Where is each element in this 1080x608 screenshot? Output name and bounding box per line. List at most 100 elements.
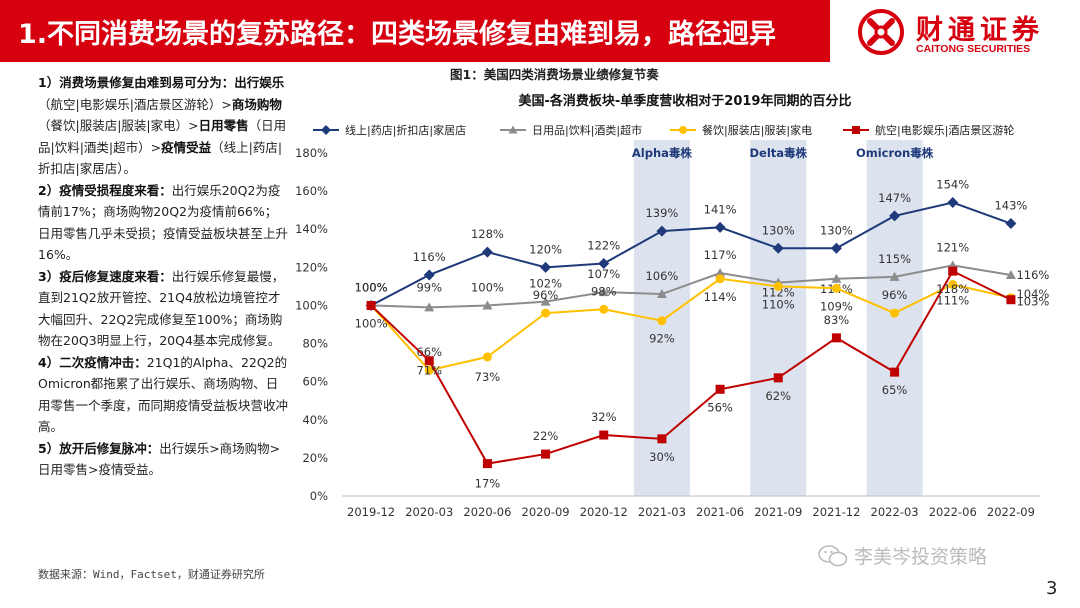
series-3-point-7 xyxy=(773,373,783,383)
series-0-point-4 xyxy=(598,258,610,270)
series-3-data-label-0: 100% xyxy=(355,280,388,294)
legend-marker-3 xyxy=(852,126,860,134)
series-1-point-9 xyxy=(889,271,900,281)
x-tick-label: 2020-03 xyxy=(405,505,453,519)
series-3-data-label-4: 32% xyxy=(591,410,617,424)
page-number: 3 xyxy=(1046,578,1058,599)
series-0-point-7 xyxy=(772,242,784,254)
series-0-data-label-5: 139% xyxy=(645,206,678,220)
chart-title: 美国-各消费板块-单季度营收相对于2019年同期的百分比 xyxy=(519,93,852,109)
series-1-point-3 xyxy=(540,296,551,306)
y-tick-label: 20% xyxy=(302,451,328,465)
data-source-note: 数据来源：Wind，Factset，财通证券研究所 xyxy=(38,568,265,581)
series-2-point-10 xyxy=(948,279,958,289)
logo-chinese-name: 财通证券 xyxy=(916,15,1044,46)
point-1-b: 商场购物 xyxy=(231,96,282,112)
brand-logo: 财通证券 CAITONG SECURITIES xyxy=(830,0,1080,62)
series-3-data-label-10: 118% xyxy=(936,282,969,296)
x-tick-label: 2021-09 xyxy=(754,505,802,519)
series-3-point-0 xyxy=(366,300,376,310)
point-3: 3）疫后修复速度来看：出行娱乐修复最慢，直到21Q2放开管控、21Q4放松边境管… xyxy=(38,266,288,352)
series-0-data-label-1: 116% xyxy=(413,250,446,264)
series-0-point-6 xyxy=(714,221,726,233)
series-3-data-label-11: 103% xyxy=(1016,295,1049,309)
point-5: 5）放开后修复脉冲：出行娱乐>商场购物>日用零售>疫情受益。 xyxy=(38,438,288,481)
shade-region-1 xyxy=(750,140,807,496)
series-1-data-label-10: 121% xyxy=(936,240,969,254)
legend-label-0: 线上|药店|折扣店|家居店 xyxy=(345,123,466,137)
point-1-e: （日用品|饮料|酒类|超市）> xyxy=(38,118,287,155)
point-2-head: 2）疫情受损程度来看： xyxy=(38,182,172,198)
shade-label-0: Alpha毒株 xyxy=(632,146,693,160)
y-tick-label: 0% xyxy=(310,489,328,503)
series-2-point-9 xyxy=(890,308,900,318)
series-3-data-label-9: 65% xyxy=(882,383,908,397)
point-1: 1）消费场景修复由难到易可分为：出行娱乐 （航空|电影娱乐|酒店景区游轮）>商场购… xyxy=(38,72,288,180)
series-0-point-10 xyxy=(947,197,959,209)
y-tick-label: 120% xyxy=(295,260,328,274)
series-0-data-label-0: 100% xyxy=(355,280,388,294)
series-2-point-2 xyxy=(482,352,492,362)
series-0-data-label-9: 147% xyxy=(878,191,911,205)
point-4-head: 4）二次疫情冲击： xyxy=(38,354,147,370)
series-3-point-8 xyxy=(831,333,841,343)
series-0-data-label-7: 130% xyxy=(762,223,795,237)
series-2-data-label-10: 111% xyxy=(936,293,969,307)
series-line-1 xyxy=(371,264,1012,309)
x-tick-label: 2022-03 xyxy=(871,505,919,519)
y-tick-label: 80% xyxy=(302,337,328,351)
point-5-body: 出行娱乐>商场购物>日用零售>疫情受益。 xyxy=(38,440,281,478)
x-tick-label: 2021-12 xyxy=(812,505,860,519)
series-0-point-2 xyxy=(481,246,493,258)
series-1-data-label-9: 115% xyxy=(878,252,911,266)
series-1-data-label-0: 100% xyxy=(355,280,388,294)
point-2-body: 出行娱乐20Q2为疫情前17%；商场购物20Q2为疫情前66%；日用零售几乎未受… xyxy=(38,182,289,263)
x-tick-label: 2022-06 xyxy=(929,505,977,519)
wechat-icon xyxy=(818,544,848,566)
series-3-data-label-6: 56% xyxy=(707,400,733,414)
series-3-data-label-8: 83% xyxy=(824,313,850,327)
series-2-data-label-3: 96% xyxy=(533,288,559,302)
series-1-point-1 xyxy=(424,302,435,312)
series-3-point-3 xyxy=(541,449,551,459)
series-1-point-2 xyxy=(482,300,493,310)
series-0-data-label-11: 143% xyxy=(994,199,1027,213)
series-1-point-4 xyxy=(598,287,609,297)
x-tick-label: 2020-12 xyxy=(580,505,628,519)
series-3-point-6 xyxy=(715,384,725,394)
series-1-data-label-1: 99% xyxy=(416,280,442,294)
point-4-body: 21Q1的Alpha、22Q2的Omicron都拖累了出行娱乐、商场购物、日用零… xyxy=(38,354,289,435)
series-1-data-label-7: 112% xyxy=(762,286,795,300)
series-0-point-5 xyxy=(656,225,668,237)
series-1-data-label-4: 107% xyxy=(587,267,620,281)
series-line-2 xyxy=(370,277,1012,372)
series-2-data-label-9: 96% xyxy=(882,288,908,302)
series-0-point-9 xyxy=(889,210,901,222)
point-2: 2）疫情受损程度来看：出行娱乐20Q2为疫情前17%；商场购物20Q2为疫情前6… xyxy=(38,180,288,266)
point-1-g: （线上|药店|折扣店|家居店）。 xyxy=(38,139,283,177)
watermark: 李美岑投资策略 xyxy=(818,542,987,569)
series-2-data-label-7: 110% xyxy=(762,297,795,311)
series-line-3 xyxy=(370,269,1012,465)
series-3-point-4 xyxy=(599,430,609,440)
y-tick-label: 100% xyxy=(295,298,328,312)
x-tick-label: 2020-09 xyxy=(522,505,570,519)
series-0-point-11 xyxy=(1005,218,1017,230)
series-2-point-6 xyxy=(715,274,725,284)
series-2-point-1 xyxy=(424,365,434,375)
series-3-point-9 xyxy=(890,367,900,377)
series-0-point-8 xyxy=(830,242,842,254)
series-0-data-label-4: 122% xyxy=(587,239,620,253)
point-1-f: 疫情受益 xyxy=(161,139,212,155)
series-1-data-label-2: 100% xyxy=(471,280,504,294)
shade-region-2 xyxy=(866,140,923,496)
shade-label-1: Delta毒株 xyxy=(749,146,807,160)
series-3-data-label-7: 62% xyxy=(765,389,791,403)
legend-label-3: 航空|电影娱乐|酒店景区游轮 xyxy=(875,123,1014,137)
series-2-data-label-0: 100% xyxy=(355,316,388,330)
watermark-text: 李美岑投资策略 xyxy=(854,546,988,568)
x-tick-label: 2022-09 xyxy=(987,505,1035,519)
series-2-point-5 xyxy=(657,316,667,326)
series-2-point-8 xyxy=(831,283,841,293)
point-1-d: 日用零售 xyxy=(198,118,249,133)
